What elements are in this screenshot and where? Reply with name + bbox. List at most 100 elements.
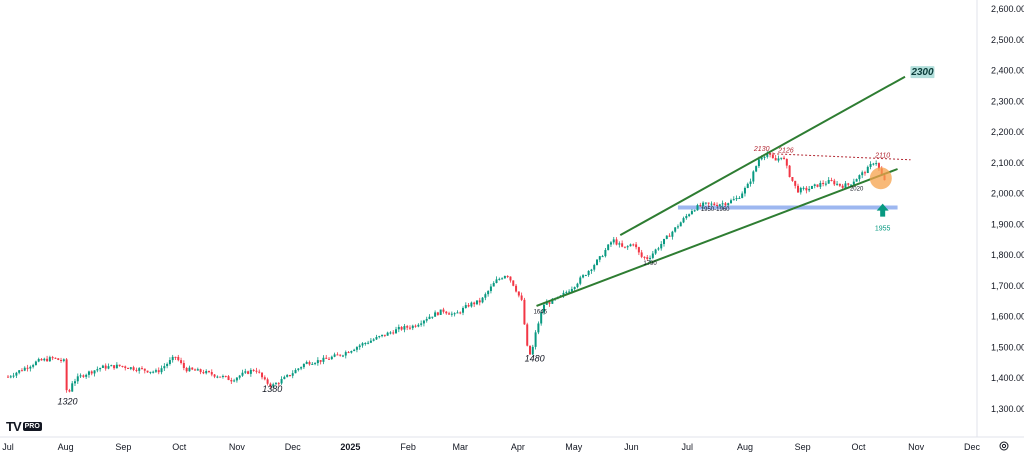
candle-body [799, 187, 802, 193]
x-tick-label: Dec [285, 442, 302, 452]
resistance-dotted-line [769, 153, 911, 161]
candle-body [688, 214, 691, 216]
candle-body [110, 365, 113, 367]
candle-body [115, 364, 118, 369]
candle-body [621, 243, 624, 247]
annotation-label: 1480 [525, 353, 545, 363]
candle-body [593, 265, 596, 270]
upper-channel-line [619, 75, 906, 237]
y-tick-label: 2,100.00 [991, 158, 1024, 168]
candle-body [587, 270, 590, 276]
candle-body [381, 334, 384, 337]
candle-body [702, 202, 705, 207]
candle-body [383, 334, 386, 336]
candle-body [512, 280, 515, 286]
candle-body [810, 185, 813, 189]
candle-body [749, 181, 752, 184]
candle-body [808, 188, 811, 191]
candle-body [738, 197, 741, 199]
candle-body [277, 383, 280, 385]
candle-body [392, 332, 395, 334]
candle-body [118, 364, 121, 366]
candle-body [272, 384, 275, 387]
candle-body [261, 372, 264, 378]
annotation-label: 2126 [777, 148, 794, 155]
candle-body [699, 205, 702, 207]
candle-body [191, 367, 194, 370]
candle-body [168, 360, 171, 364]
candle-body [40, 359, 43, 361]
candle-body [755, 166, 758, 172]
candle-body [266, 379, 269, 384]
candle-body [439, 309, 442, 315]
candle-body [746, 183, 749, 188]
candle-body [333, 354, 336, 357]
candle-body [18, 370, 21, 373]
annotation-label: 1790 [643, 261, 657, 267]
candle-body [724, 203, 727, 206]
x-tick-label: May [565, 442, 583, 452]
candle-body [171, 356, 174, 361]
candle-body [875, 163, 878, 165]
candle-body [202, 372, 205, 374]
candle-body [300, 367, 303, 369]
price-axis[interactable]: 2,600.00 2,500.00 2,400.00 2,300.00 2,200.00… [991, 4, 1024, 414]
annotation-label: 2020 [850, 187, 864, 193]
candle-body [408, 327, 411, 329]
candle-body [9, 376, 12, 378]
annotation-label: 1320 [58, 396, 78, 406]
candle-body [258, 371, 261, 373]
tradingview-logo[interactable]: TV PRO [6, 419, 42, 434]
candle-body [665, 235, 668, 239]
candle-body [65, 359, 68, 391]
candle-body [146, 370, 149, 373]
candle-body [411, 325, 414, 329]
candle-body [140, 368, 143, 370]
candle-body [403, 326, 406, 330]
gear-icon[interactable] [998, 440, 1010, 452]
candle-body [166, 363, 169, 367]
candle-body [15, 372, 18, 376]
candle-body [291, 373, 294, 376]
candle-body [104, 365, 107, 369]
target-label: 2300 [910, 67, 934, 78]
candle-body [263, 377, 266, 380]
candle-body [830, 180, 833, 182]
candle-body [316, 360, 319, 364]
candle-body [757, 159, 760, 167]
annotation-label: 2110 [874, 152, 890, 159]
candle-body [741, 193, 744, 198]
candle-body [467, 305, 470, 307]
candle-body [721, 203, 724, 205]
y-tick-label: 1,400.00 [991, 373, 1024, 383]
x-tick-label: Nov [229, 442, 246, 452]
candle-body [529, 345, 532, 355]
candle-body [481, 297, 484, 303]
candle-body [509, 276, 512, 281]
x-tick-label: Sep [115, 442, 131, 452]
candle-body [328, 358, 331, 360]
time-axis[interactable]: Jul Aug Sep Oct Nov Dec 2025 Feb Mar Apr May Jun Jul… [2, 442, 980, 452]
candle-body [827, 180, 830, 184]
candle-body [492, 283, 495, 287]
candle-body [632, 244, 635, 246]
candle-body [417, 324, 420, 327]
candle-body [113, 365, 116, 369]
candle-body [604, 249, 607, 257]
candle-body [693, 210, 696, 212]
y-tick-label: 2,300.00 [991, 96, 1024, 106]
candle-body [244, 371, 247, 373]
candle-body [269, 383, 272, 387]
marks-layer [869, 167, 892, 217]
candle-body [542, 304, 545, 313]
candle-body [157, 370, 160, 373]
candle-body [663, 238, 666, 245]
candle-body [523, 299, 526, 325]
candle-body [582, 275, 585, 278]
candle-body [369, 340, 372, 343]
candle-body [344, 352, 347, 356]
candle-body [34, 361, 37, 366]
candle-body [386, 332, 389, 336]
candle-body [473, 302, 476, 305]
